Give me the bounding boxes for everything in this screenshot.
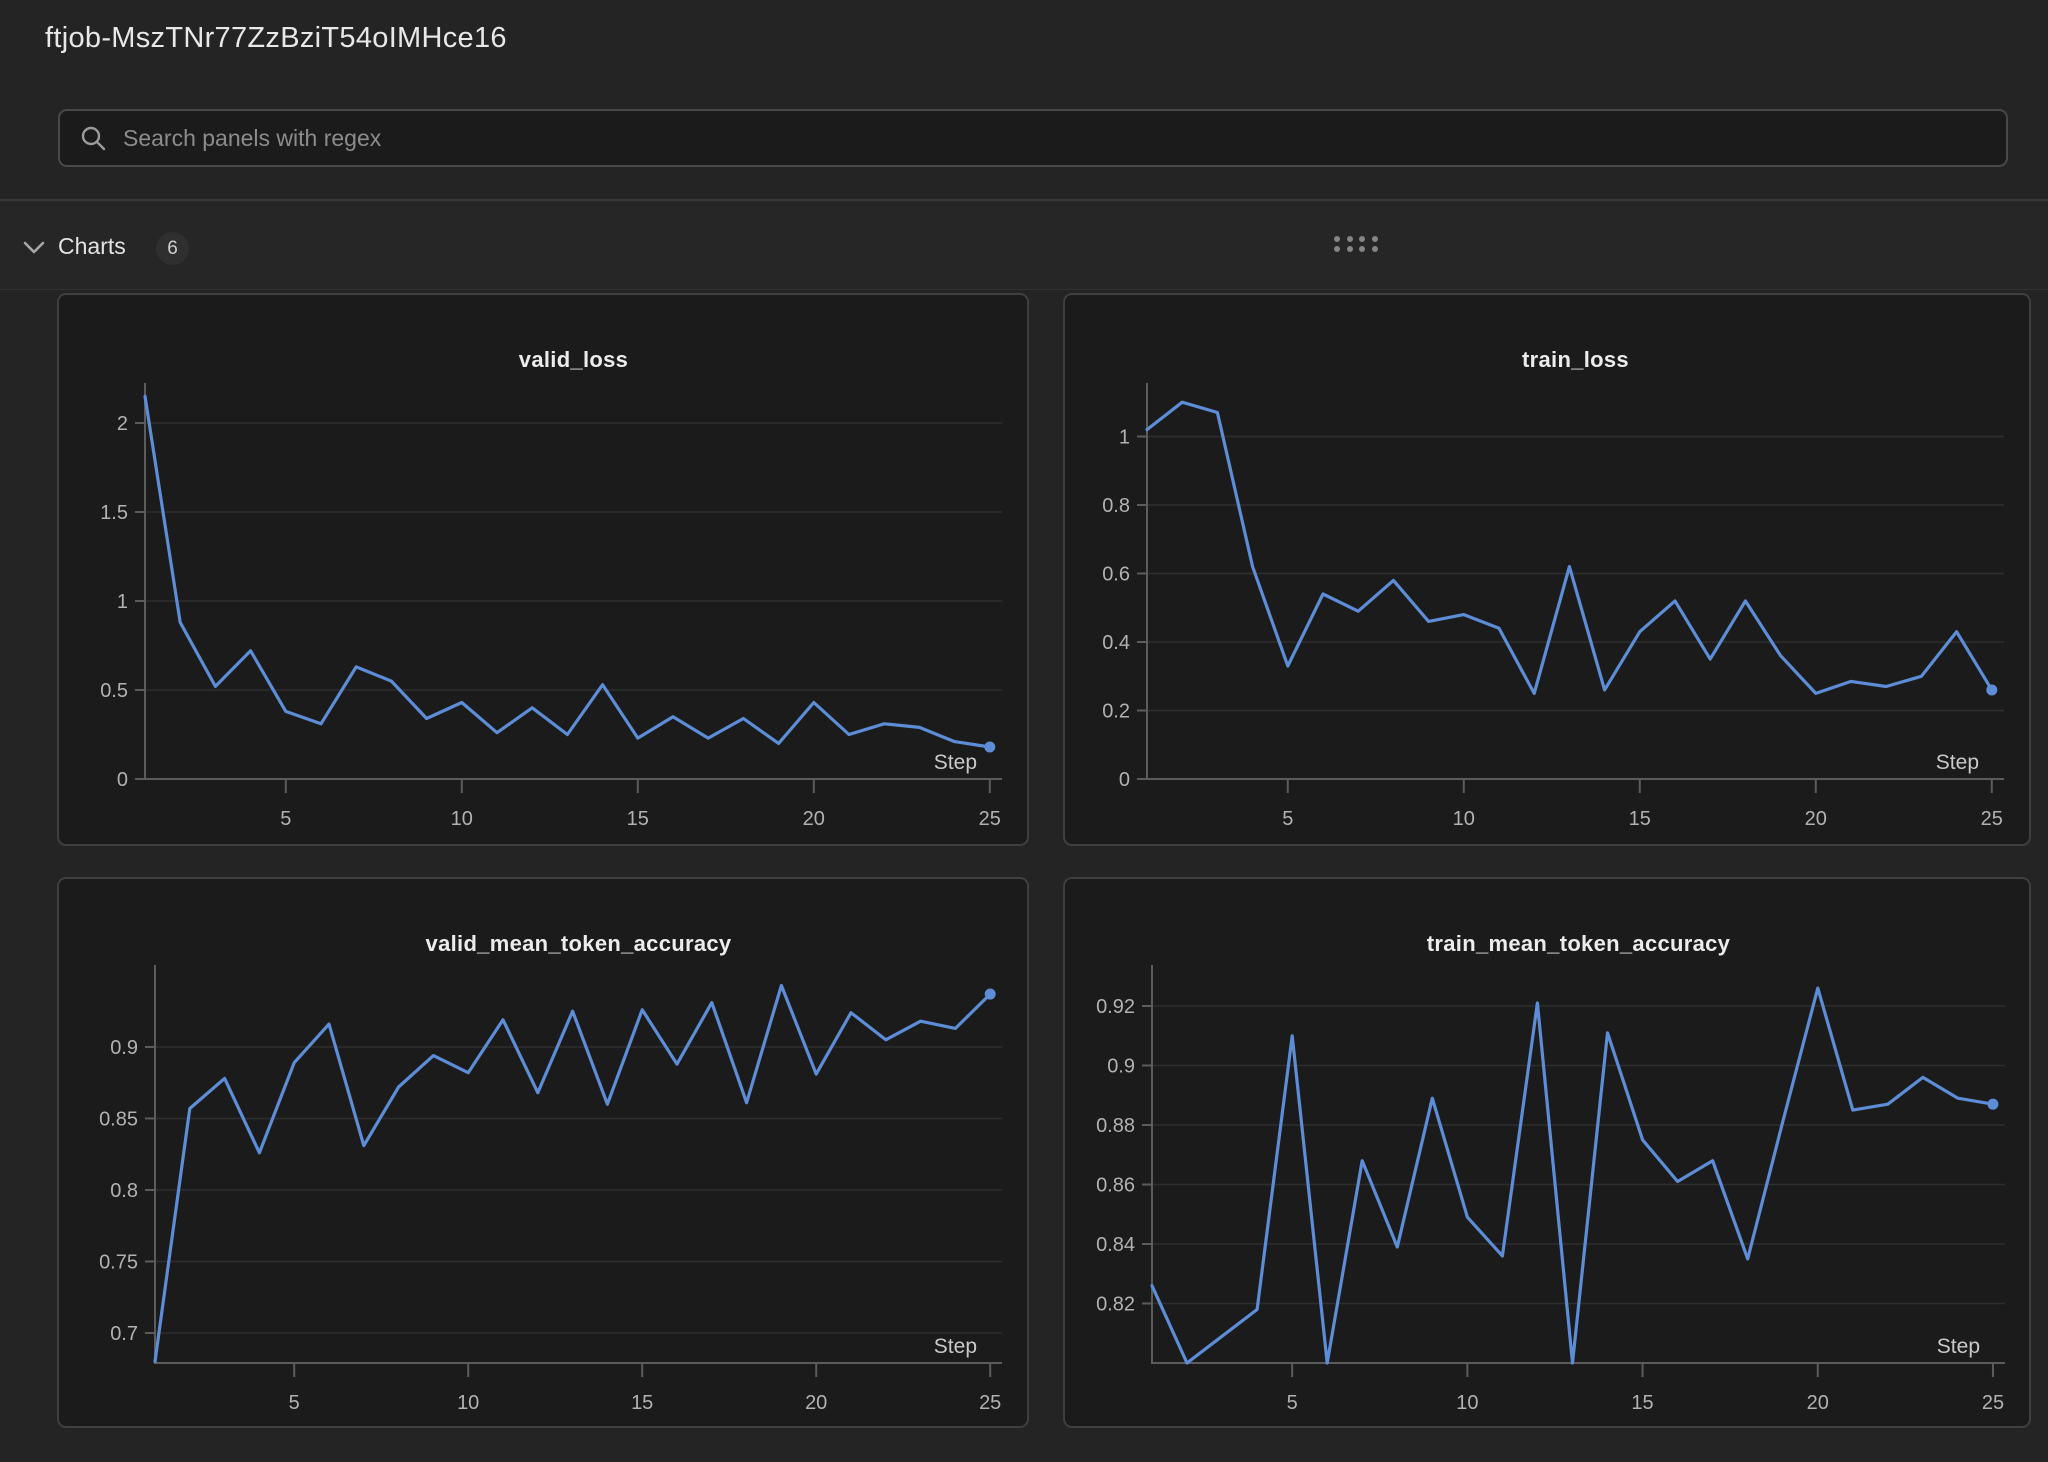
svg-text:15: 15 [631,1392,653,1414]
svg-text:0.85: 0.85 [99,1108,138,1130]
svg-text:0.4: 0.4 [1102,632,1130,654]
svg-text:25: 25 [1982,1392,2004,1414]
svg-text:Step: Step [1937,1335,1980,1358]
svg-text:20: 20 [805,1392,827,1414]
svg-text:0: 0 [117,769,128,791]
chart-panel-valid-mean-token-accuracy[interactable]: valid_mean_token_accuracy 0.7 0.75 0.8 0.85… [57,877,1029,1428]
svg-text:0.5: 0.5 [100,680,128,702]
svg-text:5: 5 [280,808,291,830]
search-bar[interactable] [58,109,2008,167]
valid-mean-token-accuracy-chart: 0.7 0.75 0.8 0.85 0.9 5 10 15 20 25 Step [99,965,1002,1414]
svg-text:0.82: 0.82 [1096,1294,1135,1316]
svg-text:0.9: 0.9 [1107,1056,1135,1078]
svg-text:25: 25 [979,808,1001,830]
charts-section-divider [0,289,2048,290]
svg-text:10: 10 [457,1392,479,1414]
svg-text:0.84: 0.84 [1096,1234,1135,1256]
svg-text:10: 10 [1453,808,1475,830]
charts-section-label: Charts [58,233,126,259]
svg-text:0.8: 0.8 [1102,495,1130,517]
svg-text:1: 1 [1119,427,1130,449]
drag-handle-dots[interactable] [1331,234,1381,254]
charts-section-header [0,201,2048,289]
chart-title: train_mean_token_accuracy [1426,931,1731,956]
svg-text:0.88: 0.88 [1096,1115,1135,1137]
page-title: ftjob-MszTNr77ZzBziT54oIMHce16 [45,22,507,54]
svg-text:15: 15 [1629,808,1651,830]
chart-panel-train-loss[interactable]: train_loss 0 0.2 0.4 0.6 0.8 1 5 10 15 20 25 Step [1063,293,2031,846]
svg-text:Step: Step [1936,751,1979,774]
header-divider [0,199,2048,201]
chart-title: valid_mean_token_accuracy [425,931,732,956]
svg-text:1.5: 1.5 [100,502,128,524]
svg-text:0.75: 0.75 [99,1251,138,1273]
svg-text:Step: Step [934,751,977,774]
chevron-down-icon[interactable] [22,240,46,256]
svg-text:0: 0 [1119,769,1130,791]
svg-text:0.9: 0.9 [110,1037,138,1059]
search-icon [81,126,106,151]
chart-title: train_loss [1522,347,1629,372]
svg-text:5: 5 [1282,808,1293,830]
svg-text:20: 20 [803,808,825,830]
svg-text:15: 15 [627,808,649,830]
svg-text:0.7: 0.7 [110,1323,138,1345]
svg-text:5: 5 [1287,1392,1298,1414]
search-input[interactable] [121,123,2006,153]
svg-text:1: 1 [117,591,128,613]
svg-text:20: 20 [1807,1392,1829,1414]
chart-panel-train-mean-token-accuracy[interactable]: train_mean_token_accuracy 0.82 0.84 0.86 0.… [1063,877,2031,1428]
svg-text:0.8: 0.8 [110,1180,138,1202]
svg-text:Step: Step [934,1335,977,1358]
svg-text:15: 15 [1631,1392,1653,1414]
svg-text:10: 10 [1456,1392,1478,1414]
svg-text:0.92: 0.92 [1096,996,1135,1018]
charts-count-badge: 6 [156,232,189,265]
train-mean-token-accuracy-chart: 0.82 0.84 0.86 0.88 0.9 0.92 5 10 15 20 25 Step [1096,965,2005,1414]
svg-text:0.86: 0.86 [1096,1175,1135,1197]
svg-text:0.2: 0.2 [1102,701,1130,723]
svg-text:25: 25 [979,1392,1001,1414]
svg-text:25: 25 [1981,808,2003,830]
svg-text:0.6: 0.6 [1102,564,1130,586]
svg-text:20: 20 [1805,808,1827,830]
chart-panel-valid-loss[interactable]: valid_loss 0 0.5 1 1.5 2 5 10 15 20 25 Step [57,293,1029,846]
svg-text:5: 5 [289,1392,300,1414]
svg-text:2: 2 [117,413,128,435]
svg-text:10: 10 [451,808,473,830]
chart-title: valid_loss [518,347,629,372]
